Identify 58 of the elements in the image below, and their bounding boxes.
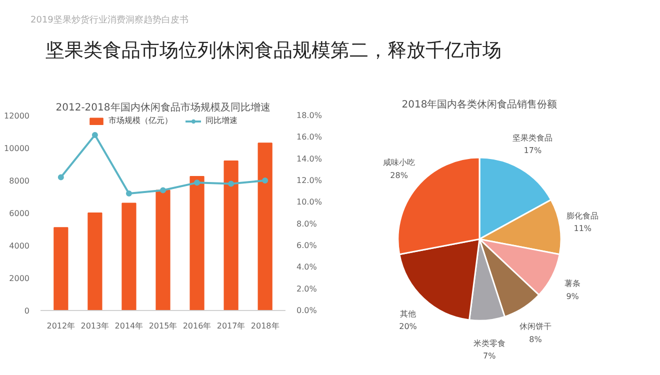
y2-tick-label: 6.0% [296, 241, 318, 250]
slice-label: 米类零食 [473, 338, 506, 348]
slice-label: 咸味小吃 [383, 158, 416, 168]
chart-title: 2018年国内各类休闲食品销售份额 [402, 98, 558, 110]
y2-tick-label: 2.0% [296, 284, 318, 294]
legend-label: 市场规模（亿元） [108, 115, 172, 126]
y2-tick-label: 4.0% [296, 262, 318, 272]
data-label: 28% [390, 170, 408, 180]
point [58, 174, 64, 180]
slice-label: 其他 [400, 309, 416, 318]
y-tick-label: 0 [24, 306, 30, 316]
point [160, 187, 166, 194]
point [126, 190, 132, 196]
y-tick-label: 4000 [9, 242, 30, 250]
x-tick-label: 2012年 [46, 322, 76, 330]
y-tick-label: 12000 [4, 112, 30, 120]
x-tick-label: 2018年 [250, 322, 280, 330]
bar [156, 190, 170, 310]
x-tick-label: 2016年 [182, 322, 212, 330]
x-tick-label: 2013年 [80, 322, 110, 330]
x-tick-label: 2015年 [148, 322, 178, 330]
text: 坚果类食品市场位列休闲食品规模第二，释放千亿市场 [46, 40, 502, 62]
y2-tick-label: 10.0% [296, 198, 322, 207]
bar [190, 176, 204, 310]
legend-label: 同比增速 [206, 115, 238, 126]
x-tick-label: 2014年 [114, 322, 144, 330]
point [262, 178, 268, 184]
y2-tick-label: 18.0% [296, 111, 322, 120]
y2-tick-label: 16.0% [296, 132, 322, 142]
y2-tick-label: 12.0% [296, 176, 322, 185]
slice-label: 坚果类食品 [512, 133, 553, 142]
data-label: 8% [529, 335, 542, 344]
point [92, 132, 98, 138]
data-label: 11% [574, 224, 592, 234]
y-tick-label: 8000 [9, 176, 30, 186]
y-tick-label: 2000 [9, 274, 30, 283]
slice-label: 休闲饼干 [519, 322, 552, 332]
y-tick-label: 6000 [9, 209, 30, 218]
bar [122, 202, 136, 310]
data-label: 9% [566, 292, 580, 301]
data-label: 20% [399, 322, 418, 332]
y2-tick-label: 8.0% [296, 219, 318, 228]
y-tick-label: 10000 [4, 144, 30, 153]
y2-tick-label: 0.0% [296, 306, 318, 315]
bar [224, 160, 238, 310]
x-tick-label: 2017年 [216, 322, 246, 330]
point [228, 180, 234, 187]
y2-tick-label: 14.0% [296, 154, 322, 164]
bar [54, 227, 68, 310]
bar [88, 212, 102, 310]
chart-title: 2012-2018年国内休闲食品市场规模及同比增速 [56, 102, 270, 114]
text: 2019坚果炒货行业消费洞察趋势白皮书 [30, 14, 188, 26]
data-label: 7% [482, 352, 496, 361]
bar [258, 142, 272, 310]
point [194, 180, 200, 186]
data-label: 17% [524, 146, 542, 156]
slice-label: 薯条 [564, 278, 581, 288]
slice-label: 膨化食品 [566, 211, 599, 220]
